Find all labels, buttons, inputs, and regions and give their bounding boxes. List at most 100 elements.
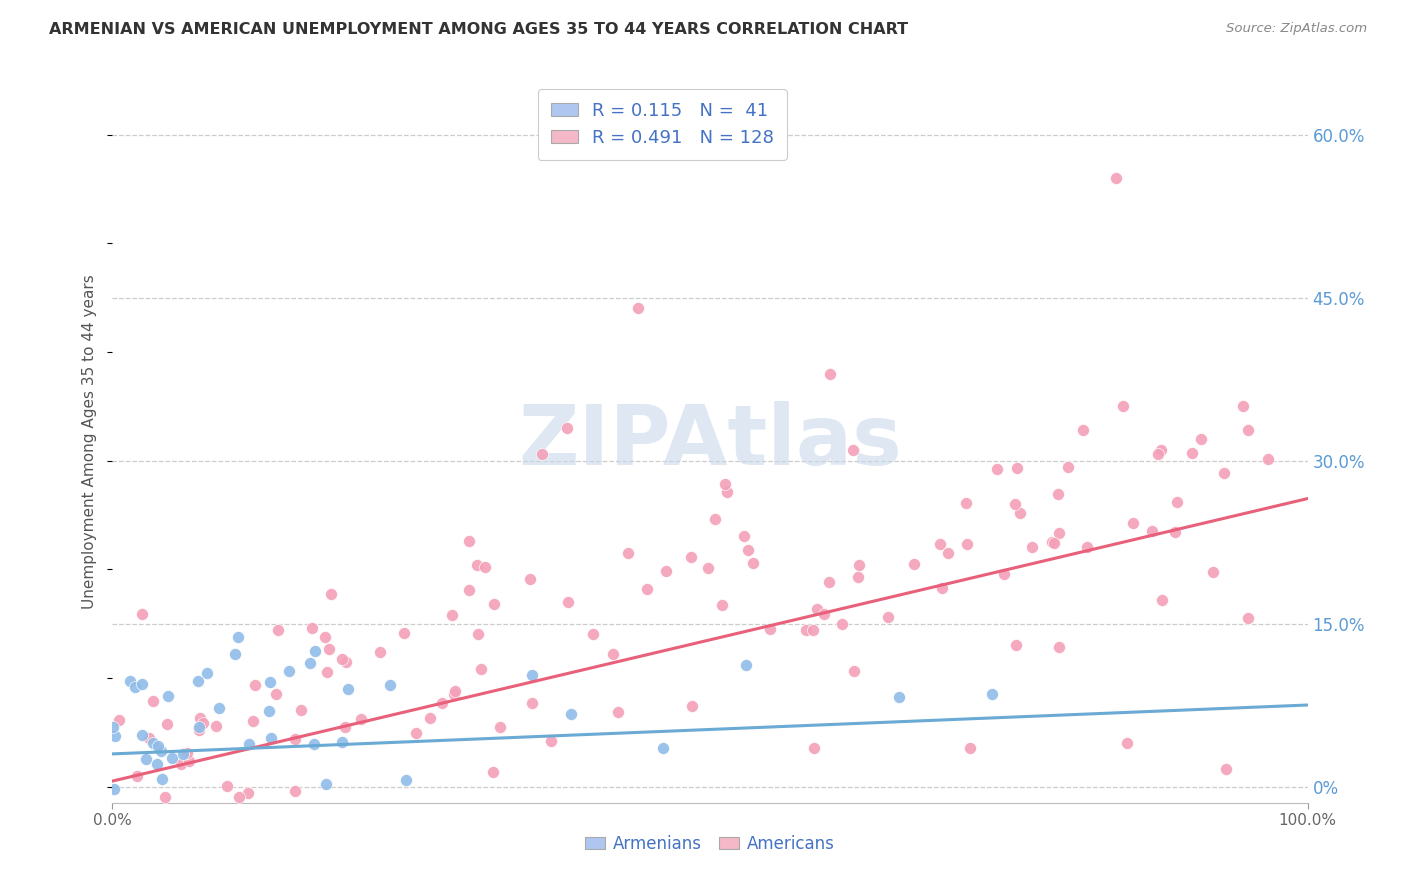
Point [440, 608, 463, 623]
Point [208, 701, 231, 715]
Point [191, 716, 214, 731]
Point [301, 621, 323, 635]
Point [465, 558, 488, 572]
Point [125, 769, 148, 783]
Point [733, 529, 755, 543]
Point [831, 616, 853, 631]
Point [101, 720, 124, 734]
Point [245, 678, 267, 692]
Point [148, 739, 170, 753]
Point [284, 783, 307, 797]
Point [801, 624, 824, 638]
Point [1005, 461, 1028, 475]
Point [187, 720, 209, 734]
Point [395, 772, 418, 787]
Point [654, 564, 676, 578]
Point [716, 485, 738, 500]
Point [1122, 516, 1144, 530]
Point [332, 735, 354, 749]
Point [316, 665, 339, 679]
Point [794, 623, 817, 637]
Point [877, 609, 900, 624]
Point [186, 674, 208, 689]
Point [394, 626, 416, 640]
Point [470, 662, 492, 676]
Point [238, 785, 260, 799]
Point [259, 674, 281, 689]
Point [582, 626, 605, 640]
Point [443, 684, 465, 698]
Point [1166, 495, 1188, 509]
Point [1105, 171, 1128, 186]
Point [1140, 524, 1163, 538]
Point [1047, 486, 1070, 500]
Point [228, 631, 250, 645]
Point [142, 693, 165, 707]
Point [1237, 423, 1260, 437]
Point [430, 696, 453, 710]
Point [1237, 611, 1260, 625]
Point [238, 737, 260, 751]
Point [842, 442, 865, 457]
Point [156, 689, 179, 703]
Point [1040, 534, 1063, 549]
Point [176, 746, 198, 760]
Point [335, 719, 357, 733]
Point [304, 737, 326, 751]
Point [108, 714, 131, 728]
Point [1042, 535, 1064, 549]
Point [1212, 466, 1234, 480]
Point [530, 447, 553, 461]
Point [336, 681, 359, 696]
Point [557, 595, 579, 609]
Point [540, 734, 562, 748]
Point [290, 703, 312, 717]
Point [1147, 447, 1170, 461]
Point [155, 790, 177, 805]
Point [188, 723, 211, 737]
Point [266, 623, 288, 637]
Point [679, 550, 702, 565]
Point [1189, 432, 1212, 446]
Point [195, 665, 218, 680]
Point [627, 301, 650, 316]
Point [142, 735, 165, 749]
Point [299, 656, 322, 670]
Point [131, 728, 153, 742]
Point [1047, 640, 1070, 655]
Point [264, 687, 287, 701]
Point [474, 560, 496, 574]
Point [936, 546, 959, 560]
Point [1004, 638, 1026, 652]
Point [169, 757, 191, 772]
Point [1150, 593, 1173, 607]
Point [1076, 540, 1098, 554]
Point [443, 687, 465, 701]
Legend: Armenians, Americans: Armenians, Americans [578, 828, 842, 860]
Point [103, 782, 125, 797]
Point [806, 602, 828, 616]
Point [681, 698, 703, 713]
Point [519, 572, 541, 586]
Point [228, 790, 250, 805]
Point [903, 558, 925, 572]
Point [703, 512, 725, 526]
Point [697, 560, 720, 574]
Point [260, 731, 283, 745]
Point [986, 462, 1008, 476]
Point [160, 751, 183, 765]
Point [120, 674, 142, 689]
Point [350, 712, 373, 726]
Point [818, 574, 841, 589]
Point [177, 754, 200, 768]
Point [929, 537, 952, 551]
Point [304, 644, 326, 658]
Point [1164, 524, 1187, 539]
Point [710, 598, 733, 612]
Point [636, 582, 658, 597]
Point [1232, 399, 1254, 413]
Point [405, 726, 427, 740]
Point [1021, 540, 1043, 554]
Point [146, 757, 169, 772]
Point [759, 623, 782, 637]
